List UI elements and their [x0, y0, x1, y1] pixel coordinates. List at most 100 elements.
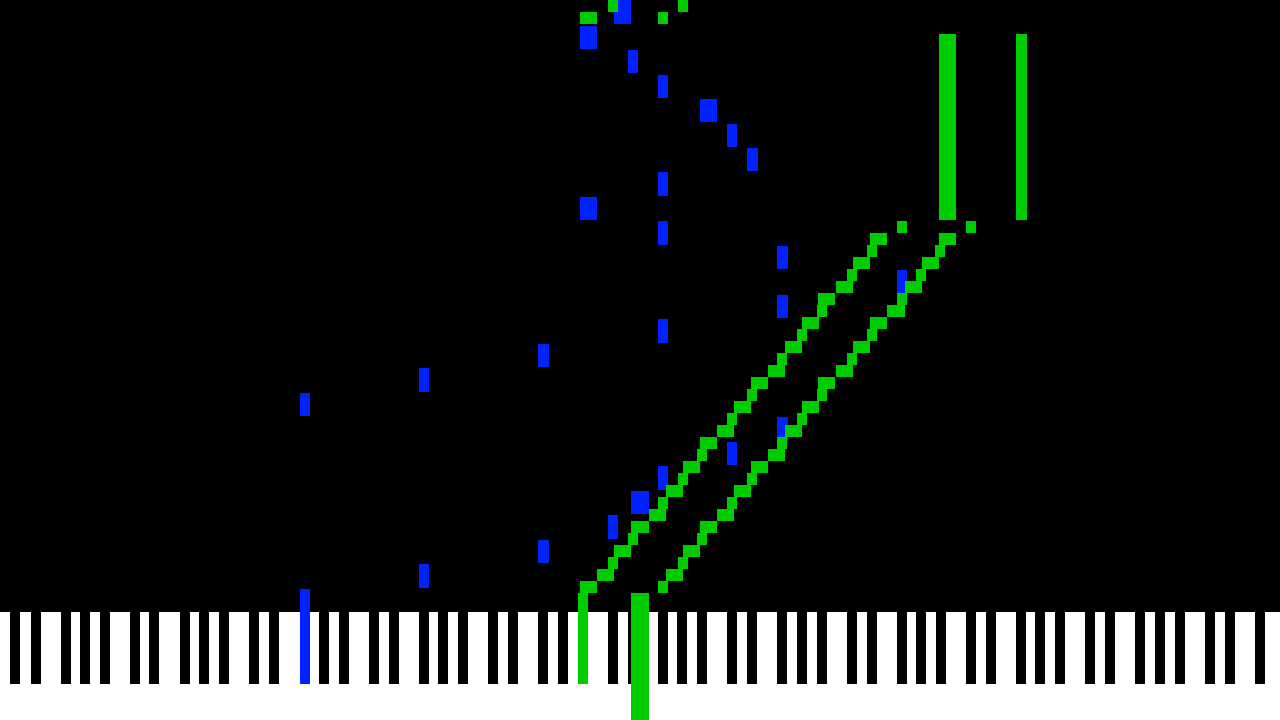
black-key[interactable] [249, 612, 259, 684]
note-track-b [597, 569, 614, 581]
note-track-b [897, 293, 907, 305]
note-track-a [658, 172, 668, 196]
note-track-b [614, 545, 631, 557]
note-track-b [905, 281, 922, 293]
black-key[interactable] [339, 612, 349, 684]
black-key[interactable] [100, 612, 110, 684]
black-key[interactable] [1155, 612, 1165, 684]
black-key[interactable] [658, 612, 668, 684]
black-key[interactable] [1225, 612, 1235, 684]
note-track-b [751, 377, 768, 389]
black-key[interactable] [936, 612, 946, 684]
note-track-a [727, 442, 737, 465]
note-track-b [666, 485, 683, 497]
black-key[interactable] [149, 612, 159, 684]
note-track-b [870, 317, 887, 329]
note-track-b [697, 449, 707, 461]
note-track-b [777, 437, 787, 449]
black-key[interactable] [1135, 612, 1145, 684]
black-key[interactable] [966, 612, 976, 684]
black-key[interactable] [219, 612, 229, 684]
note-track-b [870, 233, 887, 245]
black-key[interactable] [986, 612, 996, 684]
black-key[interactable] [389, 612, 399, 684]
note-track-a [538, 344, 549, 367]
black-key[interactable] [1016, 612, 1026, 684]
black-key[interactable] [797, 612, 807, 684]
black-key[interactable] [817, 612, 827, 684]
piano-keyboard[interactable] [0, 612, 1280, 720]
note-track-b [817, 389, 827, 401]
black-key[interactable] [80, 612, 90, 684]
black-key[interactable] [697, 612, 707, 684]
black-key[interactable] [1085, 612, 1095, 684]
black-key[interactable] [608, 612, 618, 684]
note-track-b [939, 233, 956, 245]
black-key[interactable] [180, 612, 190, 684]
note-track-a [628, 50, 638, 73]
black-key[interactable] [419, 612, 429, 684]
note-track-b [700, 521, 717, 533]
note-track-b [802, 317, 819, 329]
black-key[interactable] [10, 612, 20, 684]
active-key-track-b[interactable] [578, 612, 588, 684]
note-track-b [747, 473, 757, 485]
black-key[interactable] [1055, 612, 1065, 684]
note-track-a [580, 26, 597, 49]
note-track-a [658, 319, 668, 343]
note-track-b [1016, 34, 1027, 220]
black-key[interactable] [61, 612, 71, 684]
black-key[interactable] [1035, 612, 1045, 684]
black-key[interactable] [130, 612, 140, 684]
black-key[interactable] [727, 612, 737, 684]
note-track-a [747, 148, 758, 171]
black-key[interactable] [777, 612, 787, 684]
black-key[interactable] [269, 612, 279, 684]
note-track-b [853, 257, 870, 269]
black-key[interactable] [897, 612, 907, 684]
black-key[interactable] [1255, 612, 1265, 684]
note-track-b [802, 401, 819, 413]
black-key[interactable] [438, 612, 448, 684]
note-track-b [867, 329, 877, 341]
note-track-b [658, 581, 668, 593]
black-key[interactable] [369, 612, 379, 684]
black-key[interactable] [1105, 612, 1115, 684]
black-key[interactable] [508, 612, 518, 684]
black-key[interactable] [558, 612, 568, 684]
black-key[interactable] [538, 612, 548, 684]
note-track-b [678, 0, 688, 12]
black-key[interactable] [916, 612, 926, 684]
note-track-b [678, 557, 688, 569]
note-track-a [897, 270, 907, 294]
black-key[interactable] [458, 612, 468, 684]
black-key[interactable] [677, 612, 687, 684]
note-track-b [717, 509, 734, 521]
note-track-b [818, 377, 835, 389]
note-track-a [777, 246, 788, 269]
note-track-b [887, 305, 905, 317]
note-track-b [916, 269, 926, 281]
note-track-a [538, 540, 549, 563]
black-key[interactable] [1175, 612, 1185, 684]
note-track-b [768, 449, 785, 461]
active-key-track-a[interactable] [300, 612, 310, 684]
black-key[interactable] [847, 612, 857, 684]
note-track-b [847, 269, 857, 281]
note-track-a [631, 491, 649, 514]
note-track-b [608, 0, 618, 12]
note-track-a [777, 295, 788, 318]
note-track-b [727, 497, 737, 509]
note-track-b [847, 353, 857, 365]
note-track-b [836, 281, 853, 293]
black-key[interactable] [488, 612, 498, 684]
black-key[interactable] [1205, 612, 1215, 684]
active-key-track-b[interactable] [631, 612, 649, 720]
note-track-b [785, 341, 802, 353]
note-track-b [649, 509, 666, 521]
black-key[interactable] [199, 612, 209, 684]
black-key[interactable] [31, 612, 41, 684]
black-key[interactable] [747, 612, 757, 684]
black-key[interactable] [319, 612, 329, 684]
black-key[interactable] [867, 612, 877, 684]
